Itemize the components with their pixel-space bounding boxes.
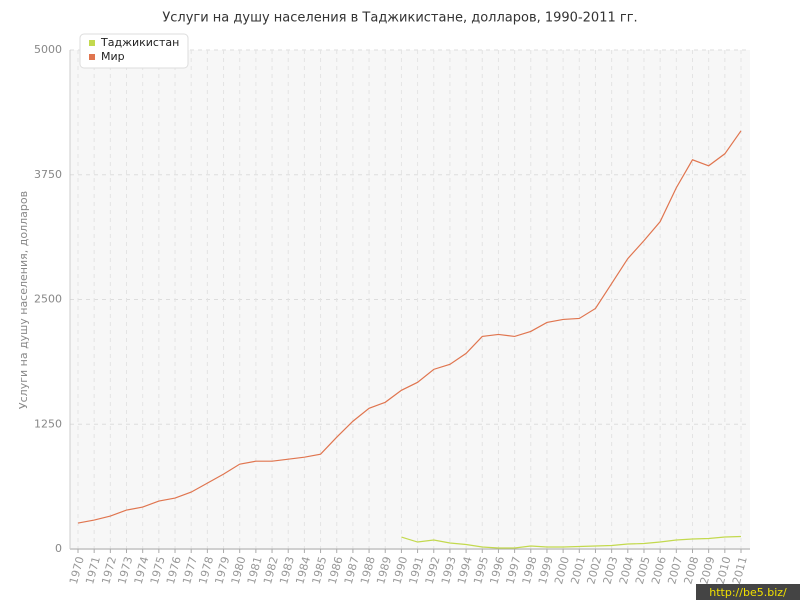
y-tick-label: 5000 (34, 43, 62, 56)
y-axis-label: Услуги на душу населения, долларов (17, 191, 30, 409)
y-tick-label: 2500 (34, 293, 62, 306)
legend-label: Мир (101, 50, 125, 63)
series-line (401, 535, 742, 549)
y-tick-label: 0 (55, 542, 62, 555)
legend-box (79, 33, 189, 69)
watermark: http://be5.biz/ (709, 586, 787, 599)
y-tick-label: 1250 (34, 417, 62, 430)
legend-swatch (89, 54, 95, 60)
legend-swatch (89, 40, 95, 46)
series-line (77, 130, 742, 524)
chart-title: Услуги на душу населения в Таджикистане,… (162, 11, 637, 26)
legend-label: Таджикистан (100, 36, 179, 49)
watermark-bg (696, 584, 800, 600)
y-tick-label: 3750 (34, 168, 62, 181)
